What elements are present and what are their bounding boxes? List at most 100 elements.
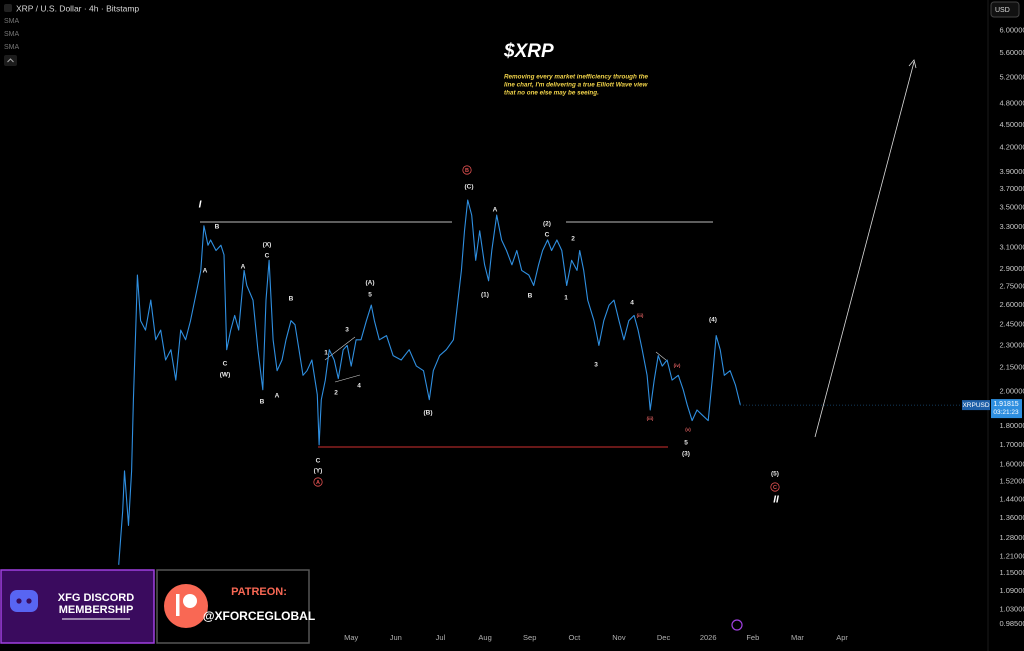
wave-label: 2 [571,236,575,243]
patreon-title: PATREON: [231,586,287,598]
wave-circle [462,165,472,175]
wave-label: (iii) [647,416,654,421]
projection-arrow [908,59,917,69]
discord-text: XFG DISCORD [58,592,134,604]
wave-label: (Y) [314,468,323,475]
symbol-icon [4,4,12,12]
wave-label: II [773,495,779,506]
wedge-line [334,374,361,383]
x-tick-label: Oct [568,633,581,642]
wave-label: B [465,168,469,174]
wave-label: C [773,485,777,491]
patreon-icon-bar [176,594,180,616]
y-tick-label: 3.90000 [999,167,1024,176]
wave-label: (W) [220,372,230,379]
wave-label: I [199,200,202,211]
x-tick-label: Mar [791,633,804,642]
y-tick-label: 2.90000 [999,264,1024,273]
x-tick-label: Feb [746,633,759,642]
y-tick-label: 1.28000 [999,533,1024,542]
y-tick-label: 1.52000 [999,477,1024,486]
x-tick-label: Apr [836,633,848,642]
y-tick-label: 2.45000 [999,320,1024,329]
collapse-button[interactable] [4,55,17,66]
chart-title: $XRP [503,41,554,62]
x-tick-label: Nov [612,633,626,642]
wave-label: B [289,296,294,303]
x-tick-label: May [344,633,358,642]
wave-label: A [241,264,246,271]
y-tick-label: 3.10000 [999,242,1024,251]
y-tick-label: 1.36000 [999,513,1024,522]
wave-label: A [203,268,208,275]
wave-label: 5 [368,292,372,299]
indicator[interactable]: SMA [4,44,20,51]
logo-icon [731,619,743,631]
indicator[interactable]: SMA [4,18,20,25]
wave-label: C [316,458,321,465]
wave-label: 3 [345,327,349,334]
y-tick-label: 5.20000 [999,72,1024,81]
x-tick-label: Jun [390,633,402,642]
wave-label: 3 [594,362,598,369]
discord-icon-eye [26,598,32,604]
x-tick-label: 2026 [700,633,717,642]
y-tick-label: 1.15000 [999,568,1024,577]
y-tick-label: 1.09000 [999,586,1024,595]
y-tick-label: 2.00000 [999,386,1024,395]
subtitle-line: that no one else may be seeing. [504,90,599,97]
currency-button[interactable] [990,1,1020,18]
wave-label: (v) [685,427,691,432]
y-tick-label: 4.80000 [999,99,1024,108]
wave-label: A [493,207,498,214]
x-tick-label: Aug [478,633,491,642]
x-tick-label: Dec [657,633,671,642]
indicator[interactable]: SMA [4,31,20,38]
wave-label: (iii) [637,313,644,318]
projection-line [814,61,915,438]
x-tick-label: Sep [523,633,536,642]
wave-label: (4) [709,317,717,324]
x-tick-label: Jul [436,633,446,642]
wave-label: (3) [682,451,690,458]
discord-text: MEMBERSHIP [59,604,134,616]
wave-label: 4 [357,383,361,390]
y-tick-label: 1.60000 [999,460,1024,469]
wave-circle [770,482,780,492]
wave-label: 1 [564,295,568,302]
y-tick-label: 2.75000 [999,282,1024,291]
wedge-line [655,351,667,361]
y-tick-label: 1.03000 [999,604,1024,613]
y-tick-label: 1.80000 [999,421,1024,430]
wave-label: (B) [423,410,432,417]
wave-label: C [223,361,228,368]
wave-label: 5 [684,440,688,447]
wave-label: (1) [481,292,489,299]
wave-label: (5) [771,471,779,478]
y-tick-label: 0.98500 [999,619,1024,628]
last-price-symbol-tag [962,400,990,411]
y-tick-label: 5.60000 [999,48,1024,57]
y-tick-label: 2.15000 [999,363,1024,372]
y-tick-label: 1.44000 [999,494,1024,503]
y-tick-label: 1.21000 [999,551,1024,560]
wave-label: 4 [630,300,634,307]
y-tick-label: 4.20000 [999,143,1024,152]
wave-label: B [528,293,533,300]
y-tick-label: 3.30000 [999,222,1024,231]
wave-circle [313,477,323,487]
y-tick-label: 3.50000 [999,202,1024,211]
patreon-icon-dot [183,594,197,608]
discord-icon [10,590,38,612]
y-tick-label: 2.60000 [999,300,1024,309]
discord-promo[interactable] [0,569,155,644]
wave-label: (C) [464,184,473,191]
collapse-icon [7,58,14,63]
price-line [118,199,741,565]
wedge-line [324,336,356,361]
y-tick-label: 3.70000 [999,184,1024,193]
wave-label: A [316,480,320,486]
